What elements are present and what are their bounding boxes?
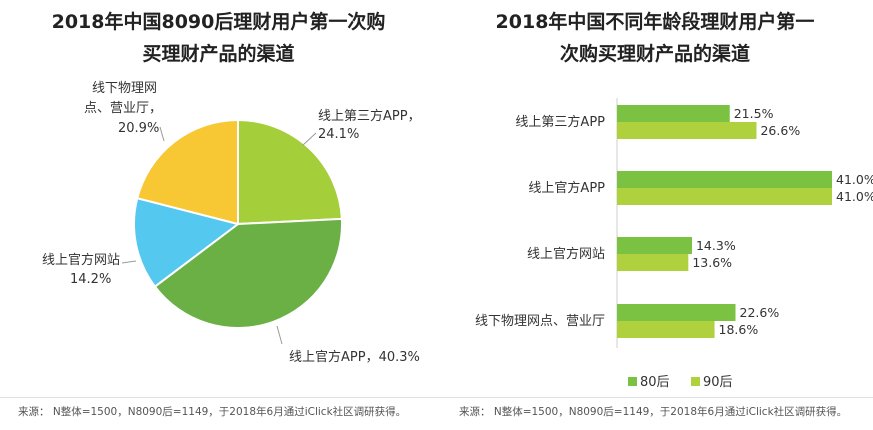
pie-slice-official-app — [153, 217, 343, 329]
pie-label-official-website: 线上官方网站 14.2% — [42, 252, 120, 287]
bar-80s-official-website — [617, 237, 692, 254]
svg-text:24.1%: 24.1% — [318, 127, 359, 142]
bar-80s-official-app — [617, 171, 832, 188]
bar-value-label: 26.6% — [760, 123, 800, 138]
bar-chart-title: 2018年中国不同年龄段理财用户第一 次购买理财产品的渠道 — [437, 9, 873, 67]
pie-leader-line — [159, 126, 165, 142]
bar-category-label-official-app: 线上官方APP — [528, 180, 605, 196]
bar-chart: 线上第三方APP 21.5% 26.6% 线上官方APP 41.0% 41.0% 线上官方网… — [475, 98, 873, 390]
bar-value-label: 14.3% — [696, 238, 736, 253]
pie-slice-third-party-app — [237, 118, 343, 226]
legend-label: 80后 — [640, 375, 670, 390]
bar-90s-offline-outlets — [617, 321, 715, 338]
legend-label: 90后 — [703, 375, 733, 390]
bar-value-label: 13.6% — [692, 255, 732, 270]
left-chart-panel: 2018年中国8090后理财用户第一次购 买理财产品的渠道 线上第三方APP， 2… — [0, 9, 437, 418]
svg-text:线上第三方APP，: 线上第三方APP， — [318, 108, 421, 124]
bar-title-line2: 次购买理财产品的渠道 — [559, 43, 750, 65]
svg-text:线上官方网站: 线上官方网站 — [42, 252, 120, 268]
svg-text:点、营业厅，: 点、营业厅， — [84, 101, 162, 116]
pie-slice-offline-outlets — [136, 118, 239, 226]
source-note-left: 来源： N整体=1500，N8090后=1149，于2018年6月通过iClic… — [18, 406, 407, 418]
pie-chart-title: 2018年中国8090后理财用户第一次购 买理财产品的渠道 — [0, 9, 437, 67]
bar-value-label: 41.0% — [836, 189, 873, 204]
bar-value-label: 41.0% — [836, 172, 873, 187]
bar-title-line1: 2018年中国不同年龄段理财用户第一 — [495, 11, 815, 33]
divider — [0, 397, 873, 398]
svg-text:20.9%: 20.9% — [118, 121, 159, 136]
pie-title-line1: 2018年中国8090后理财用户第一次购 — [51, 11, 386, 33]
legend-swatch — [691, 377, 700, 386]
pie-leader-line — [121, 260, 137, 264]
pie-leader-line — [302, 132, 317, 146]
bar-category-label-official-website: 线上官方网站 — [527, 246, 605, 262]
pie-label-third-party-app: 线上第三方APP， 24.1% — [318, 108, 421, 142]
pie-slice-official-website — [133, 196, 241, 288]
bar-category-label-third-party-app: 线上第三方APP — [515, 114, 605, 130]
legend-swatch — [628, 377, 637, 386]
legend-item-80s: 80后 — [628, 375, 670, 390]
pie-label-offline-outlets: 线下物理网点、营业厅， 20.9% — [84, 81, 162, 136]
bar-90s-official-website — [617, 254, 689, 271]
svg-text:线下物理网: 线下物理网 — [92, 81, 157, 96]
source-note-right: 来源： N整体=1500，N8090后=1149，于2018年6月通过iClic… — [459, 406, 848, 418]
svg-text:14.2%: 14.2% — [70, 272, 111, 287]
bar-80s-offline-outlets — [617, 304, 736, 321]
bar-90s-official-app — [617, 188, 832, 205]
legend-item-90s: 90后 — [691, 375, 733, 390]
pie-leader-line — [276, 325, 283, 345]
pie-label-official-app: 线上官方APP，40.3% — [289, 349, 420, 365]
bar-category-label-offline-outlets: 线下物理网点、营业厅 — [475, 314, 605, 329]
pie-title-line2: 买理财产品的渠道 — [142, 43, 295, 65]
bar-value-label: 18.6% — [719, 322, 759, 337]
svg-text:线上官方APP，40.3%: 线上官方APP，40.3% — [289, 349, 420, 365]
bar-value-label: 21.5% — [734, 106, 774, 121]
right-chart-panel: 2018年中国不同年龄段理财用户第一 次购买理财产品的渠道 线上第三方APP 21… — [437, 0, 873, 430]
bar-80s-third-party-app — [617, 105, 730, 122]
bar-value-label: 22.6% — [740, 305, 780, 320]
pie-chart: 线上第三方APP， 24.1% 线上官方APP，40.3% 线上官方网站 14.2% 线下… — [42, 81, 421, 365]
bar-90s-third-party-app — [617, 122, 757, 139]
